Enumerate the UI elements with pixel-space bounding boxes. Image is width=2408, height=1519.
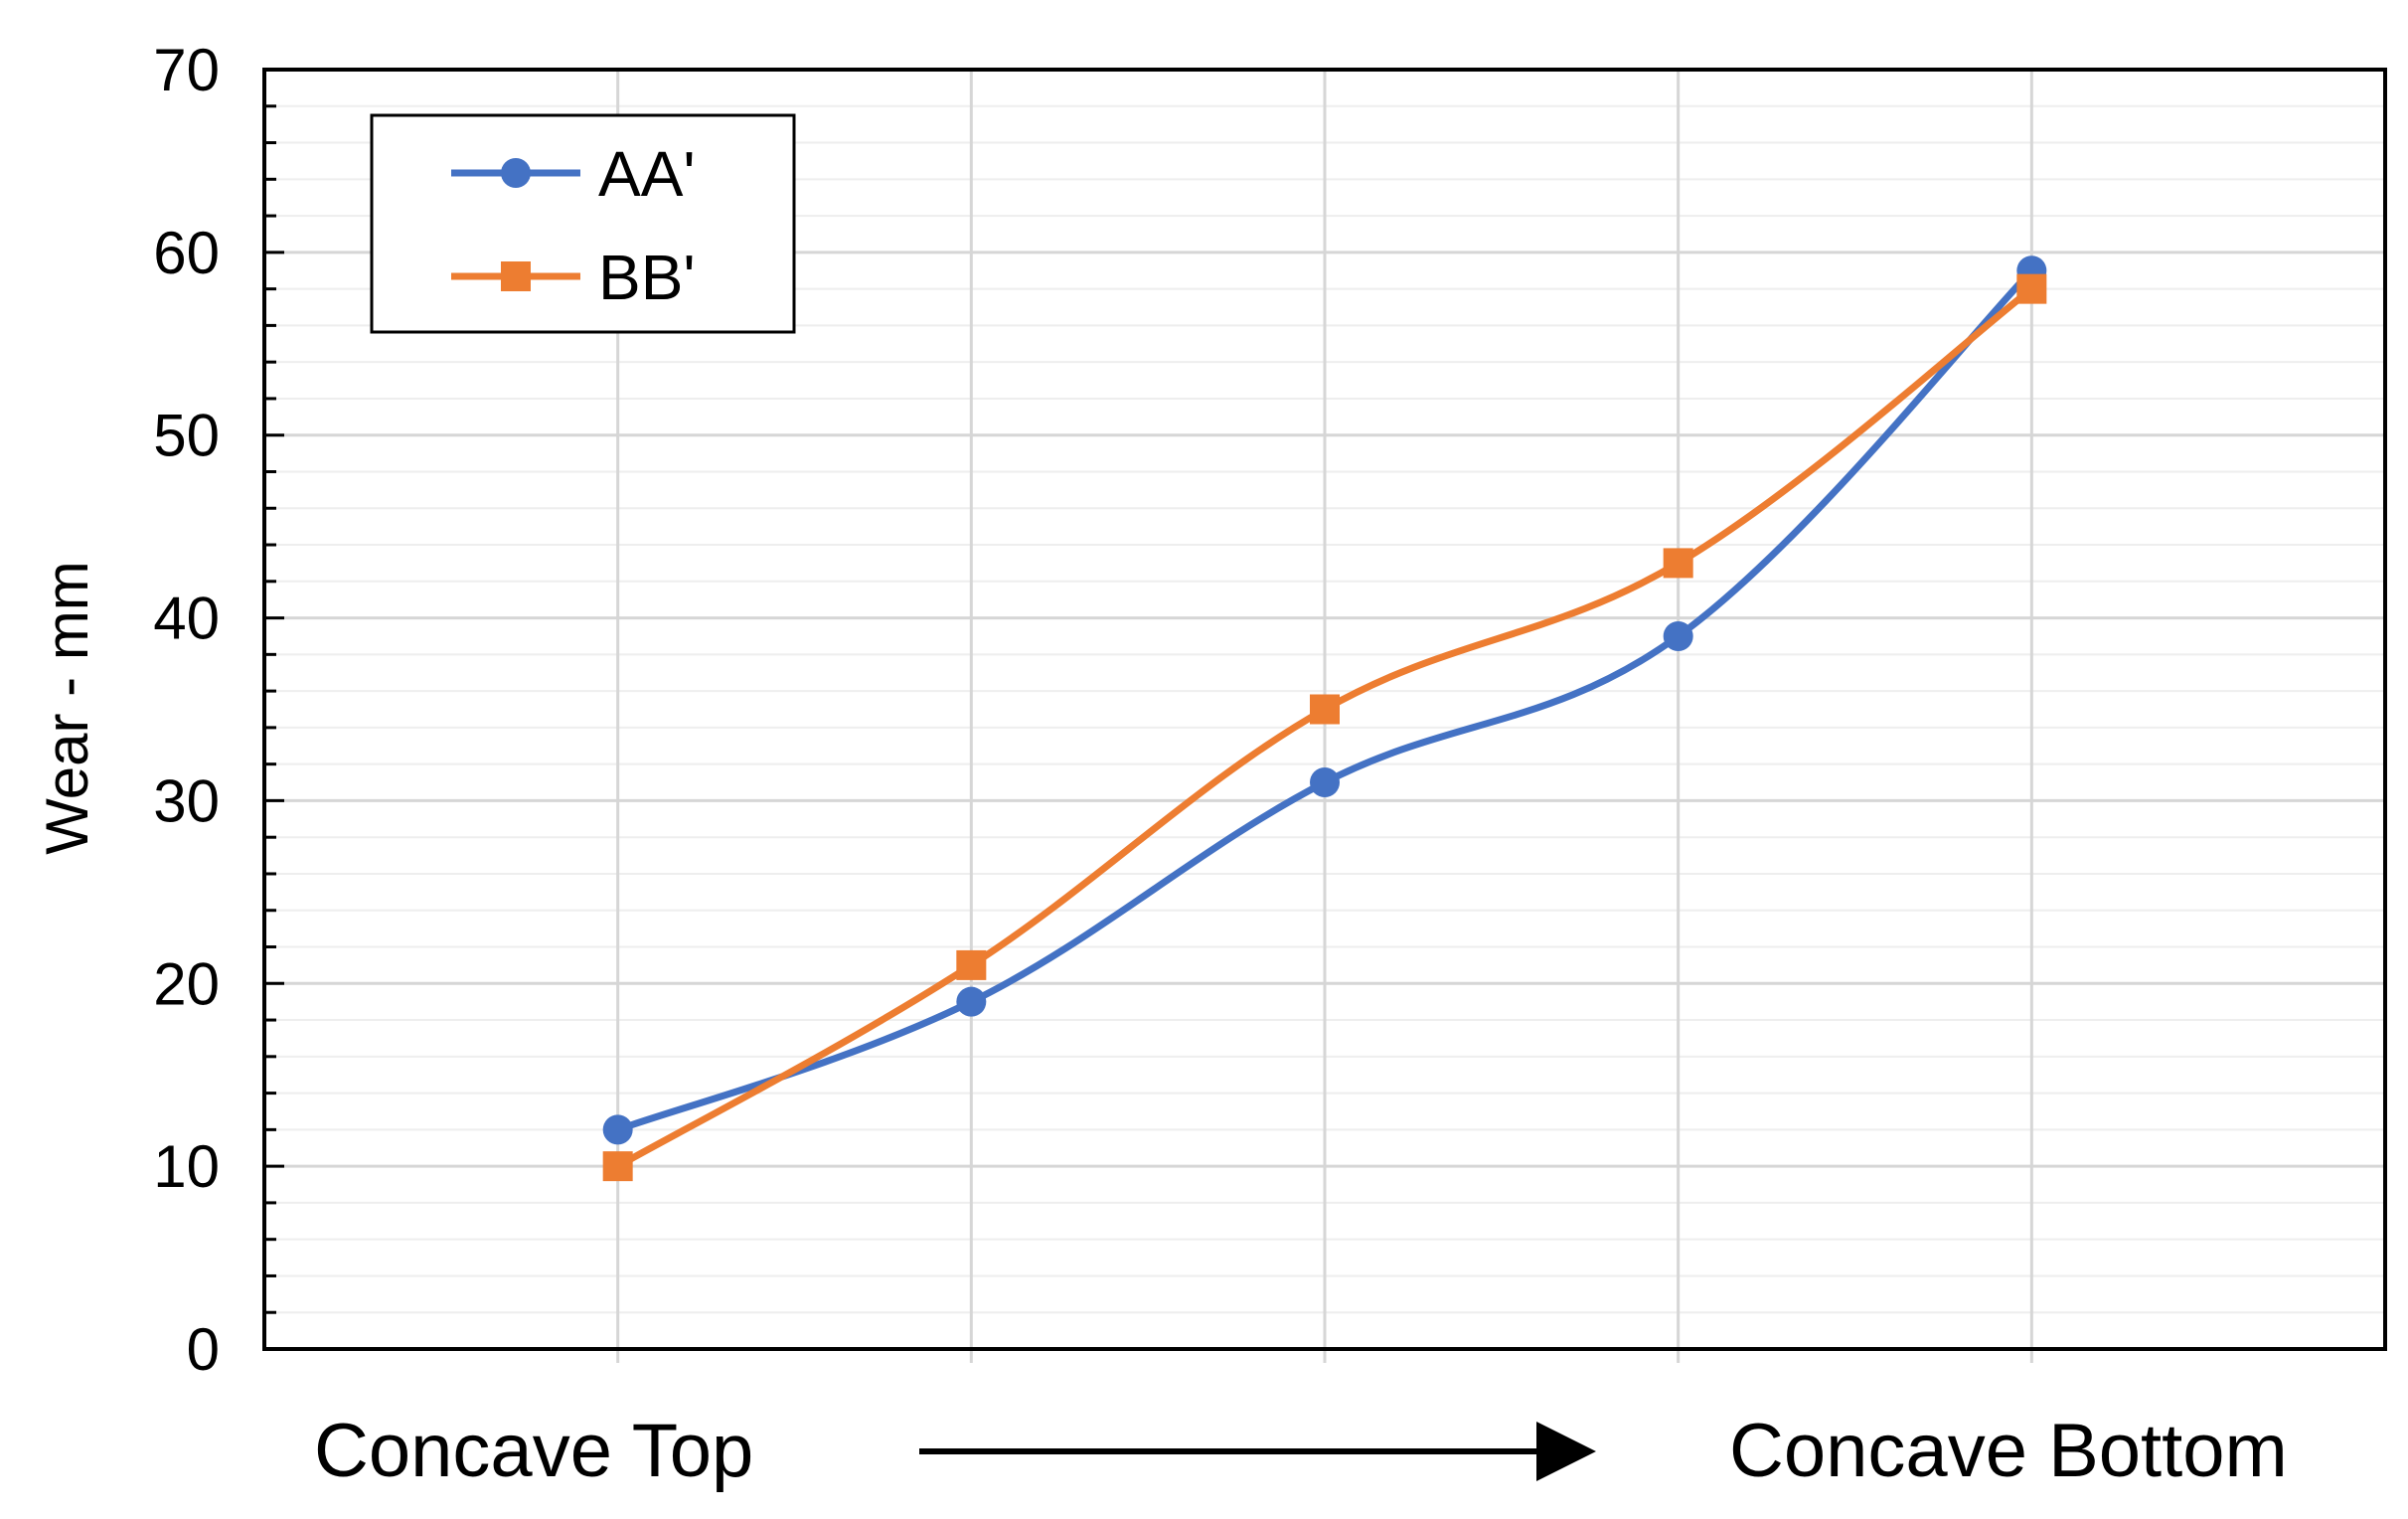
y-tick-label: 0 <box>187 1316 220 1383</box>
y-tick-label: 40 <box>153 586 220 652</box>
data-point-square <box>956 949 987 980</box>
plot-area-border <box>262 68 2387 1351</box>
legend-marker-square <box>501 261 531 291</box>
legend-label: AA' <box>598 138 696 210</box>
y-tick-label: 60 <box>153 220 220 286</box>
series-1 <box>602 255 2047 1145</box>
data-point-square <box>1663 548 1693 579</box>
axes: 0 10 20 30 40 50 60 70 <box>153 37 2387 1383</box>
data-point-circle <box>602 1114 633 1145</box>
y-tick-label: 70 <box>153 37 220 103</box>
y-axis-title: Wear - mm <box>34 561 100 855</box>
data-point-circle <box>1663 620 1693 651</box>
series-2 <box>602 273 2047 1182</box>
y-tick-label: 10 <box>153 1133 220 1200</box>
x-annotation-right-label: Concave Bottom <box>1729 1409 2288 1493</box>
y-tick-label: 30 <box>153 767 220 834</box>
data-point-square <box>1310 694 1340 725</box>
y-tick-label: 50 <box>153 403 220 469</box>
series-layer <box>602 255 2047 1182</box>
data-point-circle <box>1310 767 1340 798</box>
legend-marker-circle <box>501 158 531 188</box>
y-tick-label: 20 <box>153 950 220 1017</box>
legend-label: BB' <box>598 242 696 313</box>
x-annotation-left-label: Concave Top <box>314 1409 753 1493</box>
data-point-square <box>602 1151 633 1182</box>
legend-entry: AA' <box>451 138 696 210</box>
data-point-circle <box>956 986 987 1017</box>
data-point-square <box>2016 273 2047 304</box>
legend-box <box>370 113 796 334</box>
legend-entry: BB' <box>451 242 696 313</box>
legend: AA' BB' <box>370 113 796 334</box>
grid <box>264 70 2385 1363</box>
